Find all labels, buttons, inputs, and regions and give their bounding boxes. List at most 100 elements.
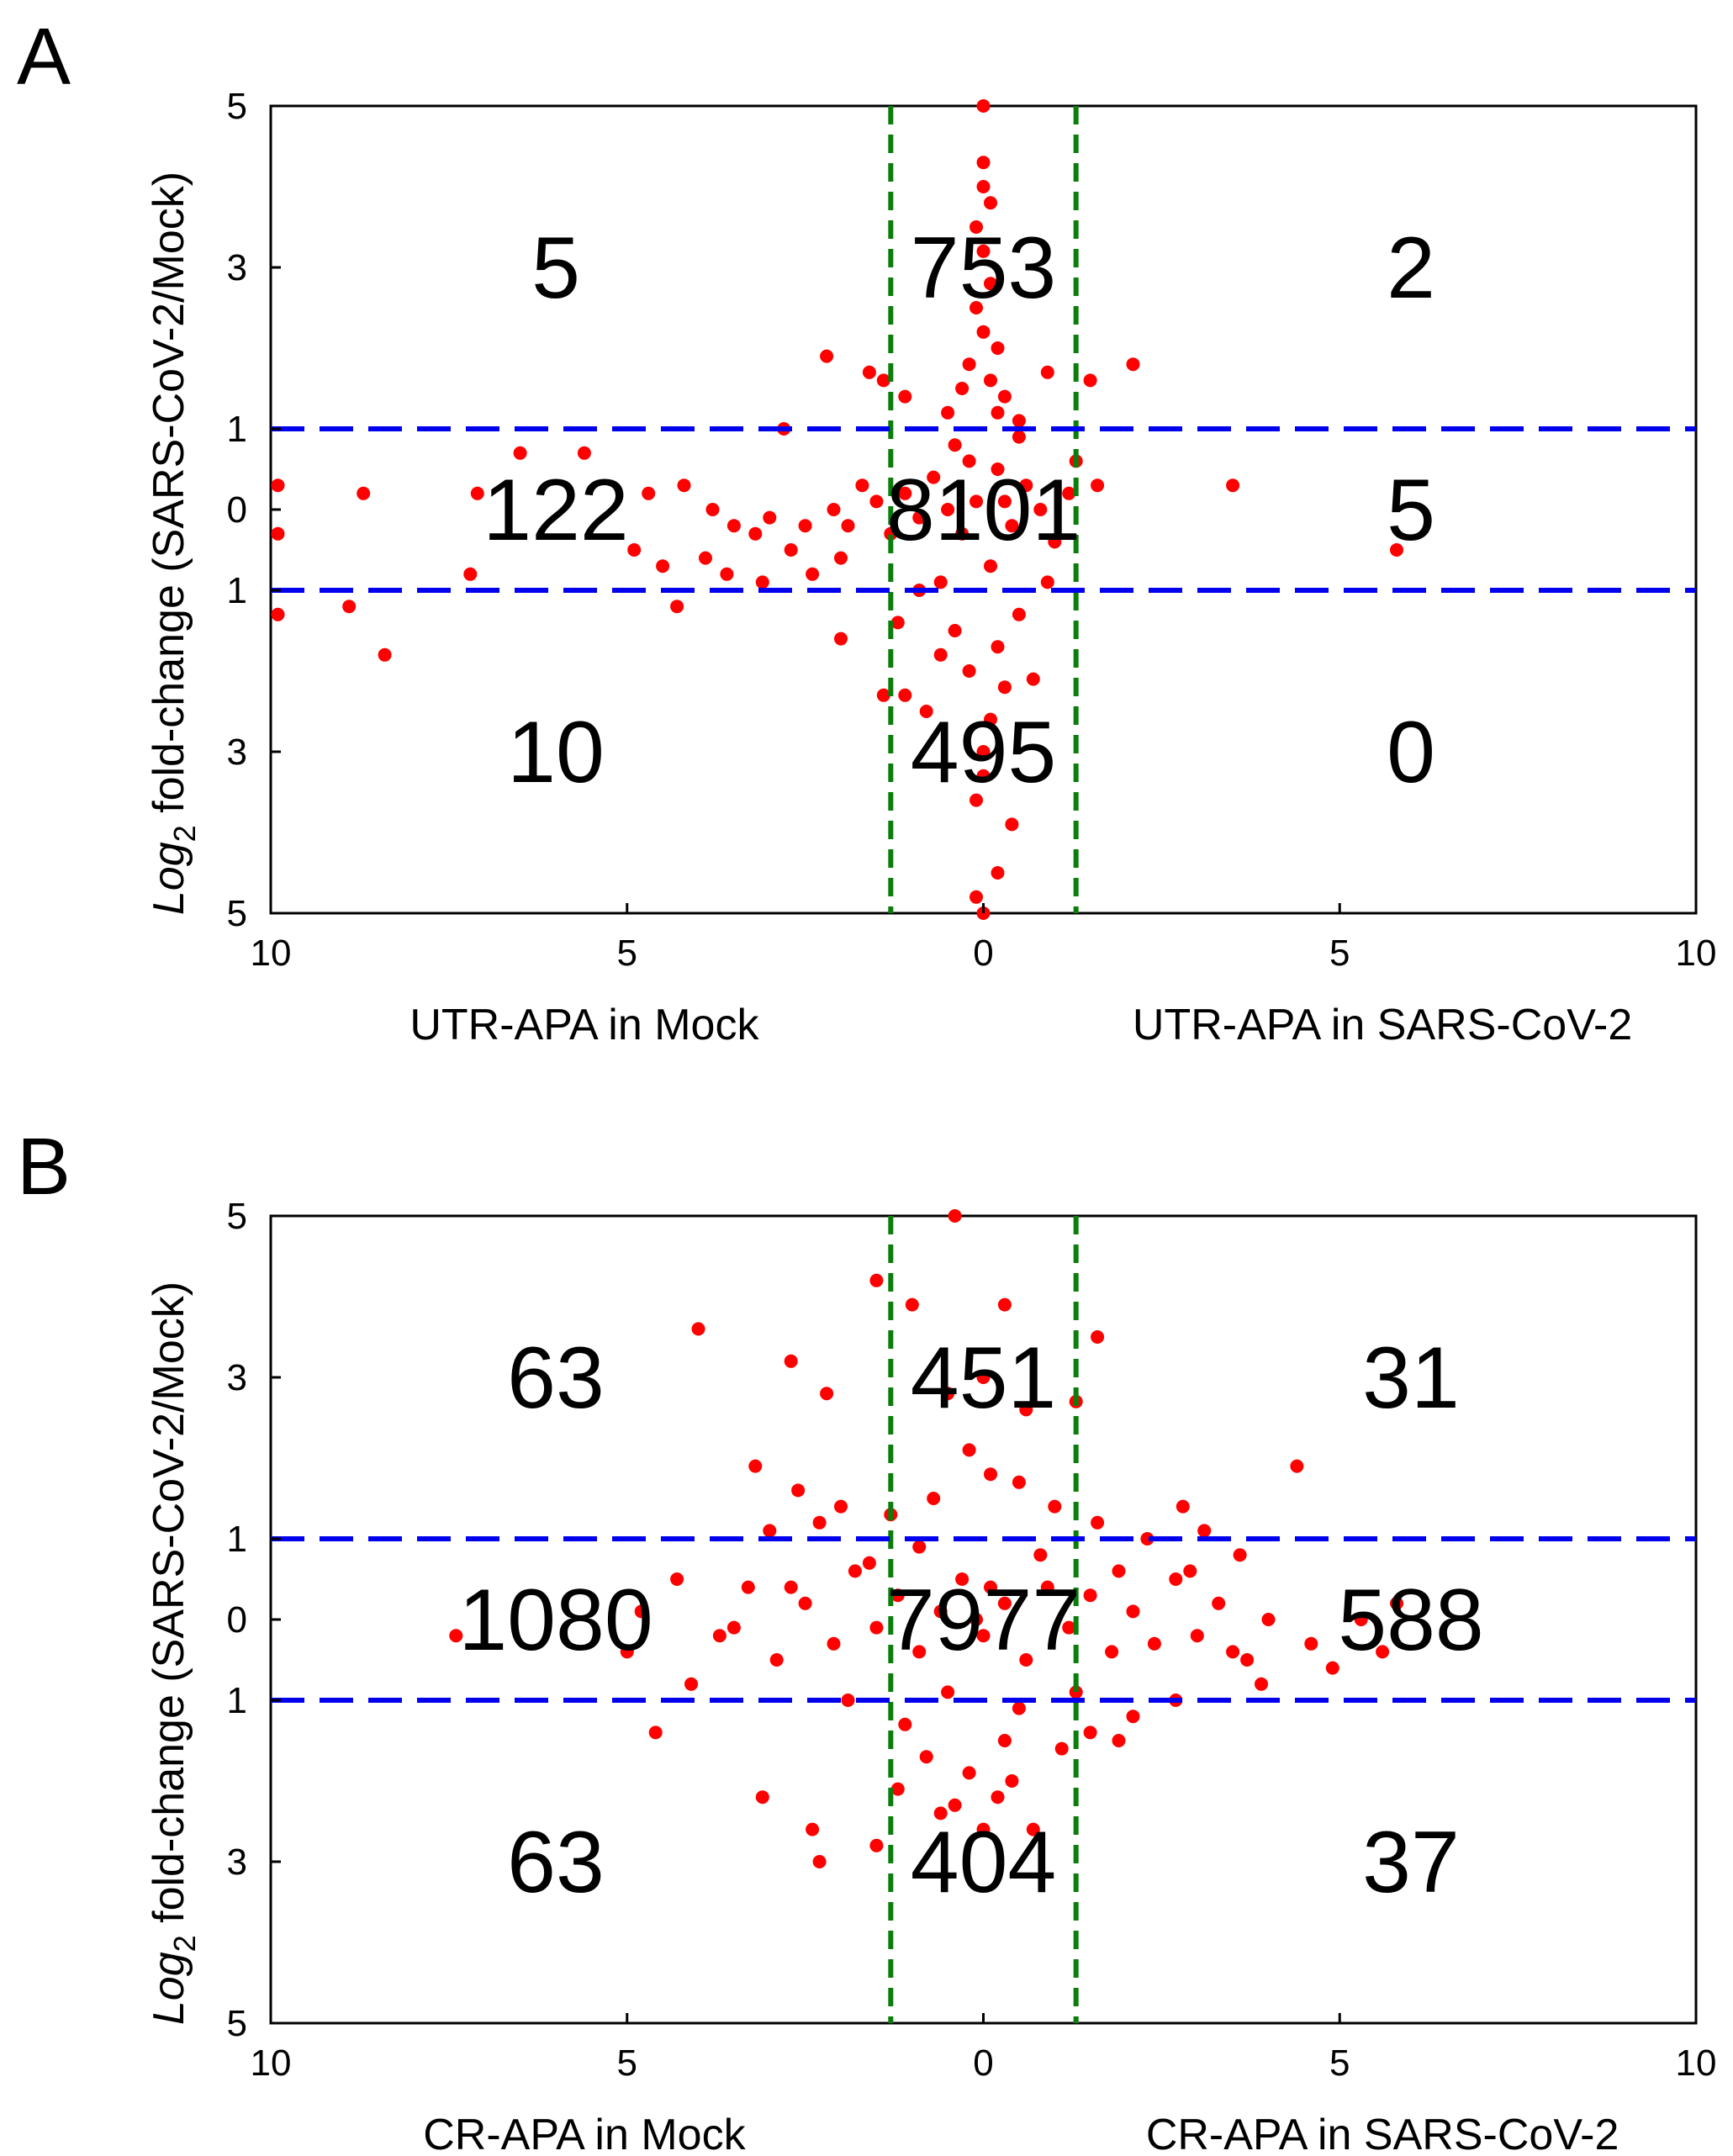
- data-point: [705, 503, 720, 516]
- data-point: [898, 688, 912, 702]
- data-point: [1033, 503, 1048, 516]
- data-point: [970, 494, 983, 509]
- data-point: [1091, 478, 1105, 493]
- data-point: [627, 543, 642, 557]
- data-point: [976, 1629, 991, 1643]
- data-point: [1048, 535, 1062, 549]
- data-point: [1091, 1330, 1105, 1344]
- data-point: [1005, 1774, 1019, 1788]
- data-point: [634, 1604, 648, 1619]
- data-point: [927, 470, 941, 484]
- data-point: [763, 1524, 777, 1538]
- data-point: [976, 244, 991, 258]
- x-axis-label-left: CR-APA in Mock: [423, 2111, 746, 2156]
- x-tick-label: 10: [1676, 933, 1717, 974]
- data-point: [798, 519, 812, 533]
- data-point: [1197, 1524, 1212, 1538]
- data-point: [941, 1685, 955, 1699]
- data-point: [997, 1734, 1012, 1747]
- data-point: [876, 373, 890, 388]
- data-point: [1140, 1532, 1154, 1546]
- data-point: [834, 631, 848, 646]
- data-point: [834, 551, 848, 565]
- panel-letter-b: B: [17, 1122, 71, 1212]
- data-point: [890, 1782, 905, 1796]
- x-tick-label: 10: [1676, 2042, 1717, 2084]
- data-point: [933, 575, 948, 589]
- data-point: [1112, 1734, 1126, 1747]
- quadrant-count: 63: [507, 1329, 605, 1427]
- data-point: [905, 1297, 919, 1312]
- quadrant-count: 122: [483, 462, 629, 559]
- data-point: [869, 494, 884, 509]
- data-point: [1240, 1653, 1255, 1667]
- y-tick-label: 1: [227, 570, 247, 611]
- data-point: [955, 526, 970, 541]
- data-point: [948, 624, 962, 637]
- data-point: [834, 1499, 848, 1514]
- data-point: [1354, 1613, 1368, 1626]
- data-point: [948, 1209, 962, 1223]
- data-point: [970, 890, 983, 904]
- x-tick-label: 10: [251, 933, 292, 974]
- y-tick-label: 3: [227, 732, 247, 773]
- data-point: [1054, 1741, 1069, 1756]
- data-point: [1083, 373, 1097, 388]
- data-point: [976, 156, 991, 170]
- y-tick-label: 3: [227, 247, 247, 288]
- data-point: [976, 745, 991, 758]
- quadrant-count: 588: [1338, 1572, 1484, 1669]
- quadrant-count: 0: [1387, 704, 1435, 801]
- y-tick-label: 1: [227, 1680, 247, 1721]
- y-tick-label: 3: [227, 1842, 247, 1883]
- data-point: [948, 1798, 962, 1812]
- data-point: [984, 559, 997, 573]
- data-point: [1376, 1645, 1390, 1659]
- x-axis-label-right: CR-APA in SARS-CoV-2: [1146, 2111, 1619, 2156]
- panel-letter-a: A: [17, 12, 71, 102]
- data-point: [1212, 1596, 1226, 1610]
- data-point: [1012, 1701, 1026, 1715]
- data-point: [748, 1459, 763, 1473]
- data-point: [1261, 1613, 1276, 1626]
- data-point: [869, 1838, 884, 1852]
- data-point: [912, 510, 927, 525]
- data-point: [984, 196, 997, 210]
- data-point: [991, 866, 1005, 880]
- data-point: [726, 1620, 741, 1635]
- data-point: [955, 1572, 970, 1586]
- data-point: [271, 607, 285, 621]
- data-point: [955, 382, 970, 395]
- data-point: [670, 1572, 684, 1586]
- data-point: [670, 600, 684, 614]
- data-point: [755, 575, 769, 589]
- data-point: [933, 647, 948, 662]
- data-point: [449, 1629, 463, 1643]
- data-point: [962, 454, 976, 468]
- data-point: [890, 1588, 905, 1603]
- quadrant-count: 8101: [886, 462, 1080, 559]
- quadrant-count: 1080: [458, 1572, 653, 1669]
- data-point: [1062, 486, 1076, 500]
- data-point: [1026, 672, 1040, 686]
- data-point: [970, 1613, 983, 1626]
- x-tick-label: 5: [617, 2042, 637, 2084]
- data-point: [991, 341, 1005, 355]
- data-point: [1304, 1636, 1318, 1651]
- y-tick-label: 5: [227, 893, 247, 934]
- data-point: [1105, 1645, 1119, 1659]
- data-point: [984, 277, 997, 291]
- y-tick-label: 5: [227, 1196, 247, 1237]
- quadrant-count: 451: [911, 1329, 1057, 1427]
- data-point: [1083, 1588, 1097, 1603]
- data-point: [941, 405, 955, 420]
- data-point: [820, 349, 834, 363]
- quadrant-count: 753: [911, 219, 1057, 317]
- quadrant-count: 63: [507, 1814, 605, 1911]
- quadrant-count: 495: [911, 704, 1057, 801]
- data-point: [884, 526, 898, 541]
- x-axis-label-right: UTR-APA in SARS-CoV-2: [1133, 1001, 1632, 1049]
- data-point: [898, 486, 912, 500]
